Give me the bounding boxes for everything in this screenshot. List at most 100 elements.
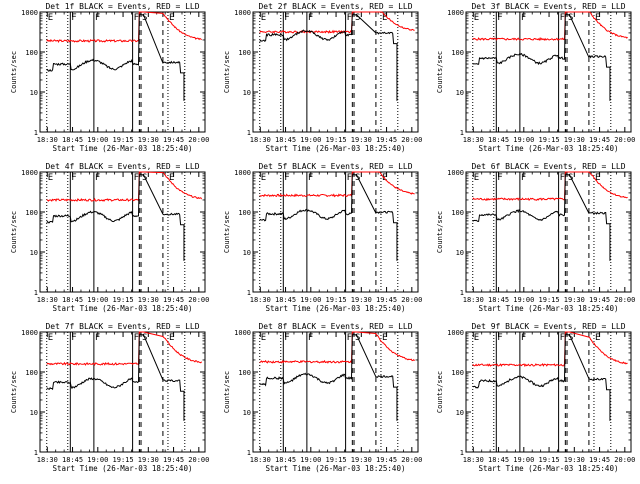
x-tick-label: 20:00 [614, 296, 635, 304]
x-tick-label: 19:30 [138, 136, 159, 144]
panel-title: Det 6f BLACK = Events, RED = LLD [471, 162, 625, 171]
y-tick-label: 10 [456, 249, 464, 257]
y-tick-label: 10 [30, 89, 38, 97]
x-tick-label: 19:30 [351, 456, 372, 464]
y-axis-label: Counts/sec [10, 51, 18, 93]
y-tick-label: 100 [238, 209, 251, 217]
x-axis-label: Start Time (26-Mar-03 18:25:40) [53, 304, 193, 313]
lld-series-line [259, 171, 415, 198]
x-tick-label: 19:45 [589, 136, 610, 144]
lld-series-line [472, 331, 628, 368]
x-tick-label: 18:45 [275, 136, 296, 144]
x-tick-label: 19:15 [539, 456, 560, 464]
plot-frame [465, 331, 632, 453]
y-tick-label: 1 [247, 449, 251, 457]
y-tick-label: 100 [451, 49, 464, 57]
event-marker-label: F [95, 173, 100, 183]
y-tick-label: 100 [238, 369, 251, 377]
plot-frame [39, 171, 206, 293]
y-tick-label: 1000 [234, 329, 251, 337]
y-tick-label: 1 [34, 289, 38, 297]
event-marker-label: F [521, 173, 526, 183]
x-tick-label: 18:45 [488, 296, 509, 304]
y-axis-label: Counts/sec [436, 51, 444, 93]
x-tick-label: 19:30 [138, 456, 159, 464]
x-tick-label: 20:00 [614, 456, 635, 464]
event-marker-label: F [560, 333, 565, 343]
x-tick-label: 19:00 [87, 456, 108, 464]
plot-frame [39, 11, 206, 133]
x-axis-label: Start Time (26-Mar-03 18:25:40) [479, 144, 619, 153]
event-marker-label: F [71, 333, 76, 343]
lld-series-line [472, 171, 628, 201]
x-tick-label: 18:30 [37, 296, 58, 304]
event-marker-label: E [474, 173, 479, 183]
y-tick-label: 100 [25, 49, 38, 57]
event-marker-label: F [284, 13, 289, 23]
plot-frame [39, 331, 206, 453]
x-tick-label: 18:30 [463, 456, 484, 464]
x-tick-label: 19:15 [539, 296, 560, 304]
lld-series-line [46, 11, 202, 44]
y-tick-label: 1 [460, 449, 464, 457]
y-tick-label: 10 [30, 249, 38, 257]
panel-title: Det 4f BLACK = Events, RED = LLD [45, 162, 199, 171]
x-tick-label: 20:00 [401, 456, 422, 464]
y-tick-label: 10 [456, 89, 464, 97]
event-marker-label: F [284, 333, 289, 343]
panel-det-5: Det 5f BLACK = Events, RED = LLD 1 10 100 10… [223, 162, 422, 313]
panel-title: Det 7f BLACK = Events, RED = LLD [45, 322, 199, 331]
x-axis-label: Start Time (26-Mar-03 18:25:40) [53, 144, 193, 153]
event-marker-label: E [48, 173, 53, 183]
event-marker-label: F [560, 173, 565, 183]
event-marker-label: F [71, 13, 76, 23]
x-tick-label: 19:15 [113, 296, 134, 304]
y-tick-label: 1 [460, 129, 464, 137]
y-tick-label: 1 [460, 289, 464, 297]
panel-title: Det 1f BLACK = Events, RED = LLD [45, 2, 199, 11]
event-marker-label: E [48, 333, 53, 343]
x-tick-label: 19:00 [87, 136, 108, 144]
event-marker-label: S [355, 13, 360, 23]
event-marker-label: F [347, 13, 352, 23]
x-tick-label: 19:30 [564, 456, 585, 464]
plot-frame [252, 331, 419, 453]
x-tick-label: 18:30 [37, 456, 58, 464]
y-tick-label: 10 [243, 249, 251, 257]
lld-series-line [472, 11, 628, 41]
x-tick-label: 20:00 [401, 136, 422, 144]
y-axis-label: Counts/sec [223, 211, 231, 253]
x-tick-label: 19:45 [589, 296, 610, 304]
x-tick-label: 19:45 [163, 456, 184, 464]
x-tick-label: 18:30 [250, 296, 271, 304]
event-marker-label: F [284, 173, 289, 183]
event-marker-label: F [347, 173, 352, 183]
x-tick-label: 18:30 [37, 136, 58, 144]
x-tick-label: 18:45 [275, 296, 296, 304]
events-series-line [259, 174, 398, 224]
event-marker-label: E [474, 333, 479, 343]
y-tick-label: 10 [30, 409, 38, 417]
x-tick-label: 19:15 [113, 456, 134, 464]
y-tick-label: 10 [456, 409, 464, 417]
event-marker-label: F [497, 13, 502, 23]
event-marker-label: E [382, 13, 387, 23]
event-marker-label: F [308, 173, 313, 183]
x-tick-label: 18:30 [250, 136, 271, 144]
event-marker-label: E [382, 333, 387, 343]
event-marker-label: E [595, 333, 600, 343]
panel-det-4: Det 4f BLACK = Events, RED = LLD 1 10 100 10… [10, 162, 209, 313]
y-tick-label: 100 [25, 369, 38, 377]
x-tick-label: 19:15 [539, 136, 560, 144]
panel-title: Det 5f BLACK = Events, RED = LLD [258, 162, 412, 171]
y-tick-label: 1 [34, 449, 38, 457]
lld-series-line [46, 171, 203, 202]
y-tick-label: 1000 [21, 9, 38, 17]
x-tick-label: 19:30 [351, 136, 372, 144]
y-tick-label: 100 [451, 369, 464, 377]
panel-det-2: Det 2f BLACK = Events, RED = LLD 1 10 100 10… [223, 2, 422, 153]
y-tick-label: 1000 [234, 169, 251, 177]
y-tick-label: 1 [34, 129, 38, 137]
x-tick-label: 19:30 [138, 296, 159, 304]
x-tick-label: 19:00 [300, 456, 321, 464]
